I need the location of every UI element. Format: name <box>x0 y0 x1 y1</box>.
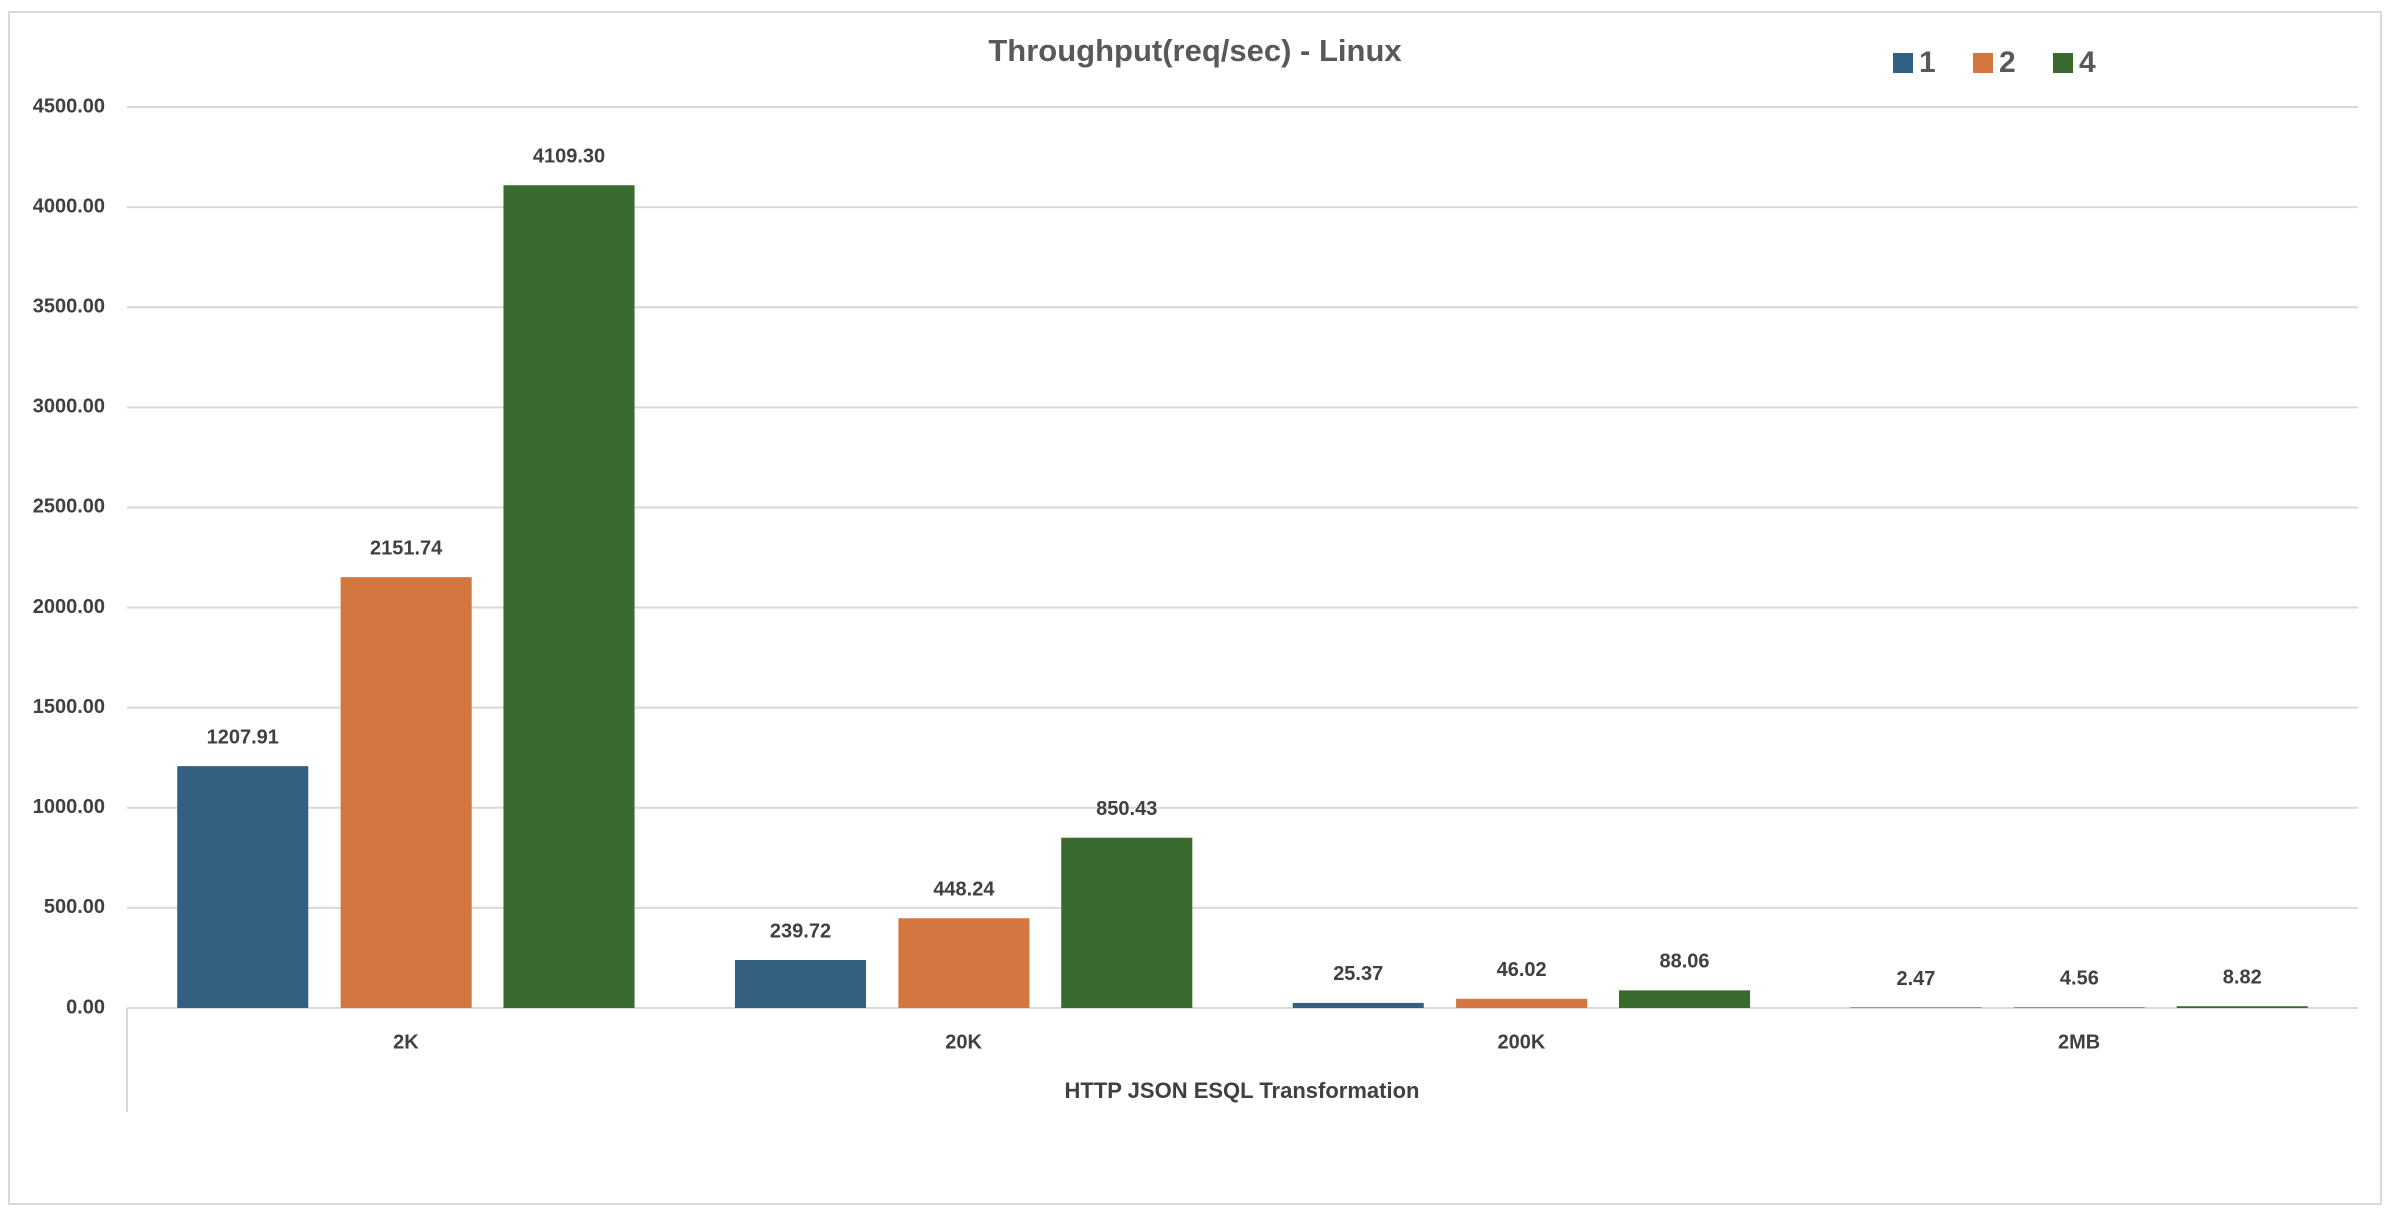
y-tick-label: 1500.00 <box>33 696 105 718</box>
data-label: 88.06 <box>1659 951 1709 973</box>
bar <box>898 918 1030 1008</box>
bar <box>1292 1002 1424 1008</box>
x-tick-label: 2K <box>393 1031 419 1053</box>
bar <box>1456 998 1588 1008</box>
y-tick-label: 1000.00 <box>33 796 105 818</box>
y-tick-label: 3500.00 <box>33 296 105 318</box>
y-tick-label: 4000.00 <box>33 195 105 217</box>
legend-swatch <box>1893 53 1913 73</box>
bar <box>340 577 472 1008</box>
legend-swatch <box>1973 53 1993 73</box>
data-label: 46.02 <box>1497 959 1547 981</box>
legend-label: 2 <box>1999 46 2016 79</box>
y-tick-label: 3000.00 <box>33 396 105 418</box>
y-tick-label: 4500.00 <box>33 95 105 117</box>
x-tick-label: 20K <box>945 1031 982 1053</box>
x-tick-label: 200K <box>1497 1031 1545 1053</box>
bar <box>734 960 867 1008</box>
bar <box>2176 1006 2308 1008</box>
legend-swatch <box>2053 53 2073 73</box>
bar <box>177 766 309 1008</box>
data-label: 4109.30 <box>533 146 605 168</box>
data-label: 1207.91 <box>207 726 279 748</box>
y-tick-label: 2500.00 <box>33 496 105 518</box>
data-label: 850.43 <box>1096 798 1157 820</box>
legend-label: 1 <box>1919 46 1936 79</box>
bar <box>1061 837 1193 1008</box>
x-tick-label: 2MB <box>2058 1031 2100 1053</box>
chart-title: Throughput(req/sec) - Linux <box>988 33 1402 68</box>
y-tick-label: 0.00 <box>66 996 105 1018</box>
x-axis-title: HTTP JSON ESQL Transformation <box>1065 1078 1420 1103</box>
data-label: 4.56 <box>2060 967 2099 989</box>
data-label: 2.47 <box>1897 968 1936 990</box>
bar <box>2013 1007 2145 1008</box>
bar <box>1618 990 1751 1008</box>
data-label: 239.72 <box>770 920 831 942</box>
y-tick-label: 2000.00 <box>33 596 105 618</box>
data-label: 8.82 <box>2223 967 2262 989</box>
bar <box>503 185 635 1009</box>
data-label: 448.24 <box>933 879 995 901</box>
data-label: 25.37 <box>1333 963 1383 985</box>
y-tick-label: 500.00 <box>44 896 105 918</box>
data-label: 2151.74 <box>370 537 443 559</box>
legend-label: 4 <box>2079 46 2096 79</box>
